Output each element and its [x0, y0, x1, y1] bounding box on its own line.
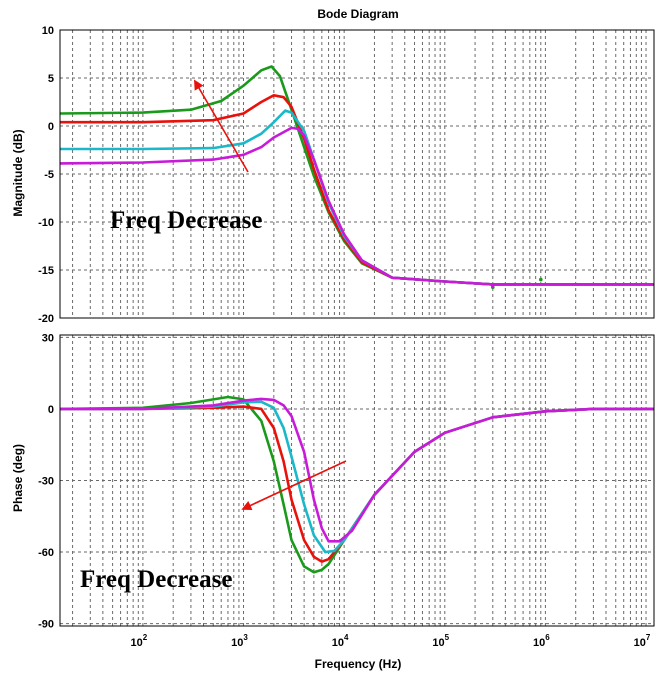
x-tick-label: 105 — [432, 633, 449, 649]
x-tick-label: 106 — [533, 633, 550, 649]
x-tick-label: 107 — [634, 633, 651, 649]
y-tick-label: 5 — [48, 73, 54, 85]
y-tick-label: 0 — [48, 121, 54, 133]
magnitude-arrow — [193, 79, 249, 173]
y-tick-label: -15 — [38, 265, 54, 277]
x-axis-label: Frequency (Hz) — [315, 657, 402, 671]
magnitude-panel: 10 5 0 -5 -10 -15 -20 — [38, 25, 655, 325]
phase-y-axis-label: Phase (deg) — [11, 444, 25, 512]
plot-frame — [59, 334, 655, 627]
plot-frame — [59, 29, 655, 319]
chart-title: Bode Diagram — [317, 7, 398, 21]
magnitude-y-axis-label: Magnitude (dB) — [11, 129, 25, 216]
green-marker — [539, 277, 543, 282]
y-tick-label: 10 — [42, 25, 54, 37]
magenta-marker — [490, 283, 495, 288]
magnitude-freq-decrease-annotation: Freq Decrease — [110, 207, 262, 234]
x-tick-label: 104 — [332, 633, 349, 649]
x-tick-label: 102 — [131, 633, 148, 649]
y-tick-label: -5 — [44, 169, 54, 181]
y-tick-label: -90 — [38, 619, 54, 631]
x-tick-label: 103 — [231, 633, 248, 649]
y-tick-label: -30 — [38, 476, 54, 488]
y-tick-label: -60 — [38, 547, 54, 559]
phase-panel: 30 0 -30 -60 -90 — [38, 332, 655, 631]
magenta-curve — [59, 126, 654, 286]
phase-arrow — [241, 460, 347, 511]
y-tick-label: 30 — [42, 332, 54, 344]
y-tick-label: -20 — [38, 313, 54, 325]
phase-freq-decrease-annotation: Freq Decrease — [80, 566, 232, 593]
y-tick-label: 0 — [48, 404, 54, 416]
y-tick-label: -10 — [38, 217, 54, 229]
magenta-curve — [60, 397, 654, 543]
